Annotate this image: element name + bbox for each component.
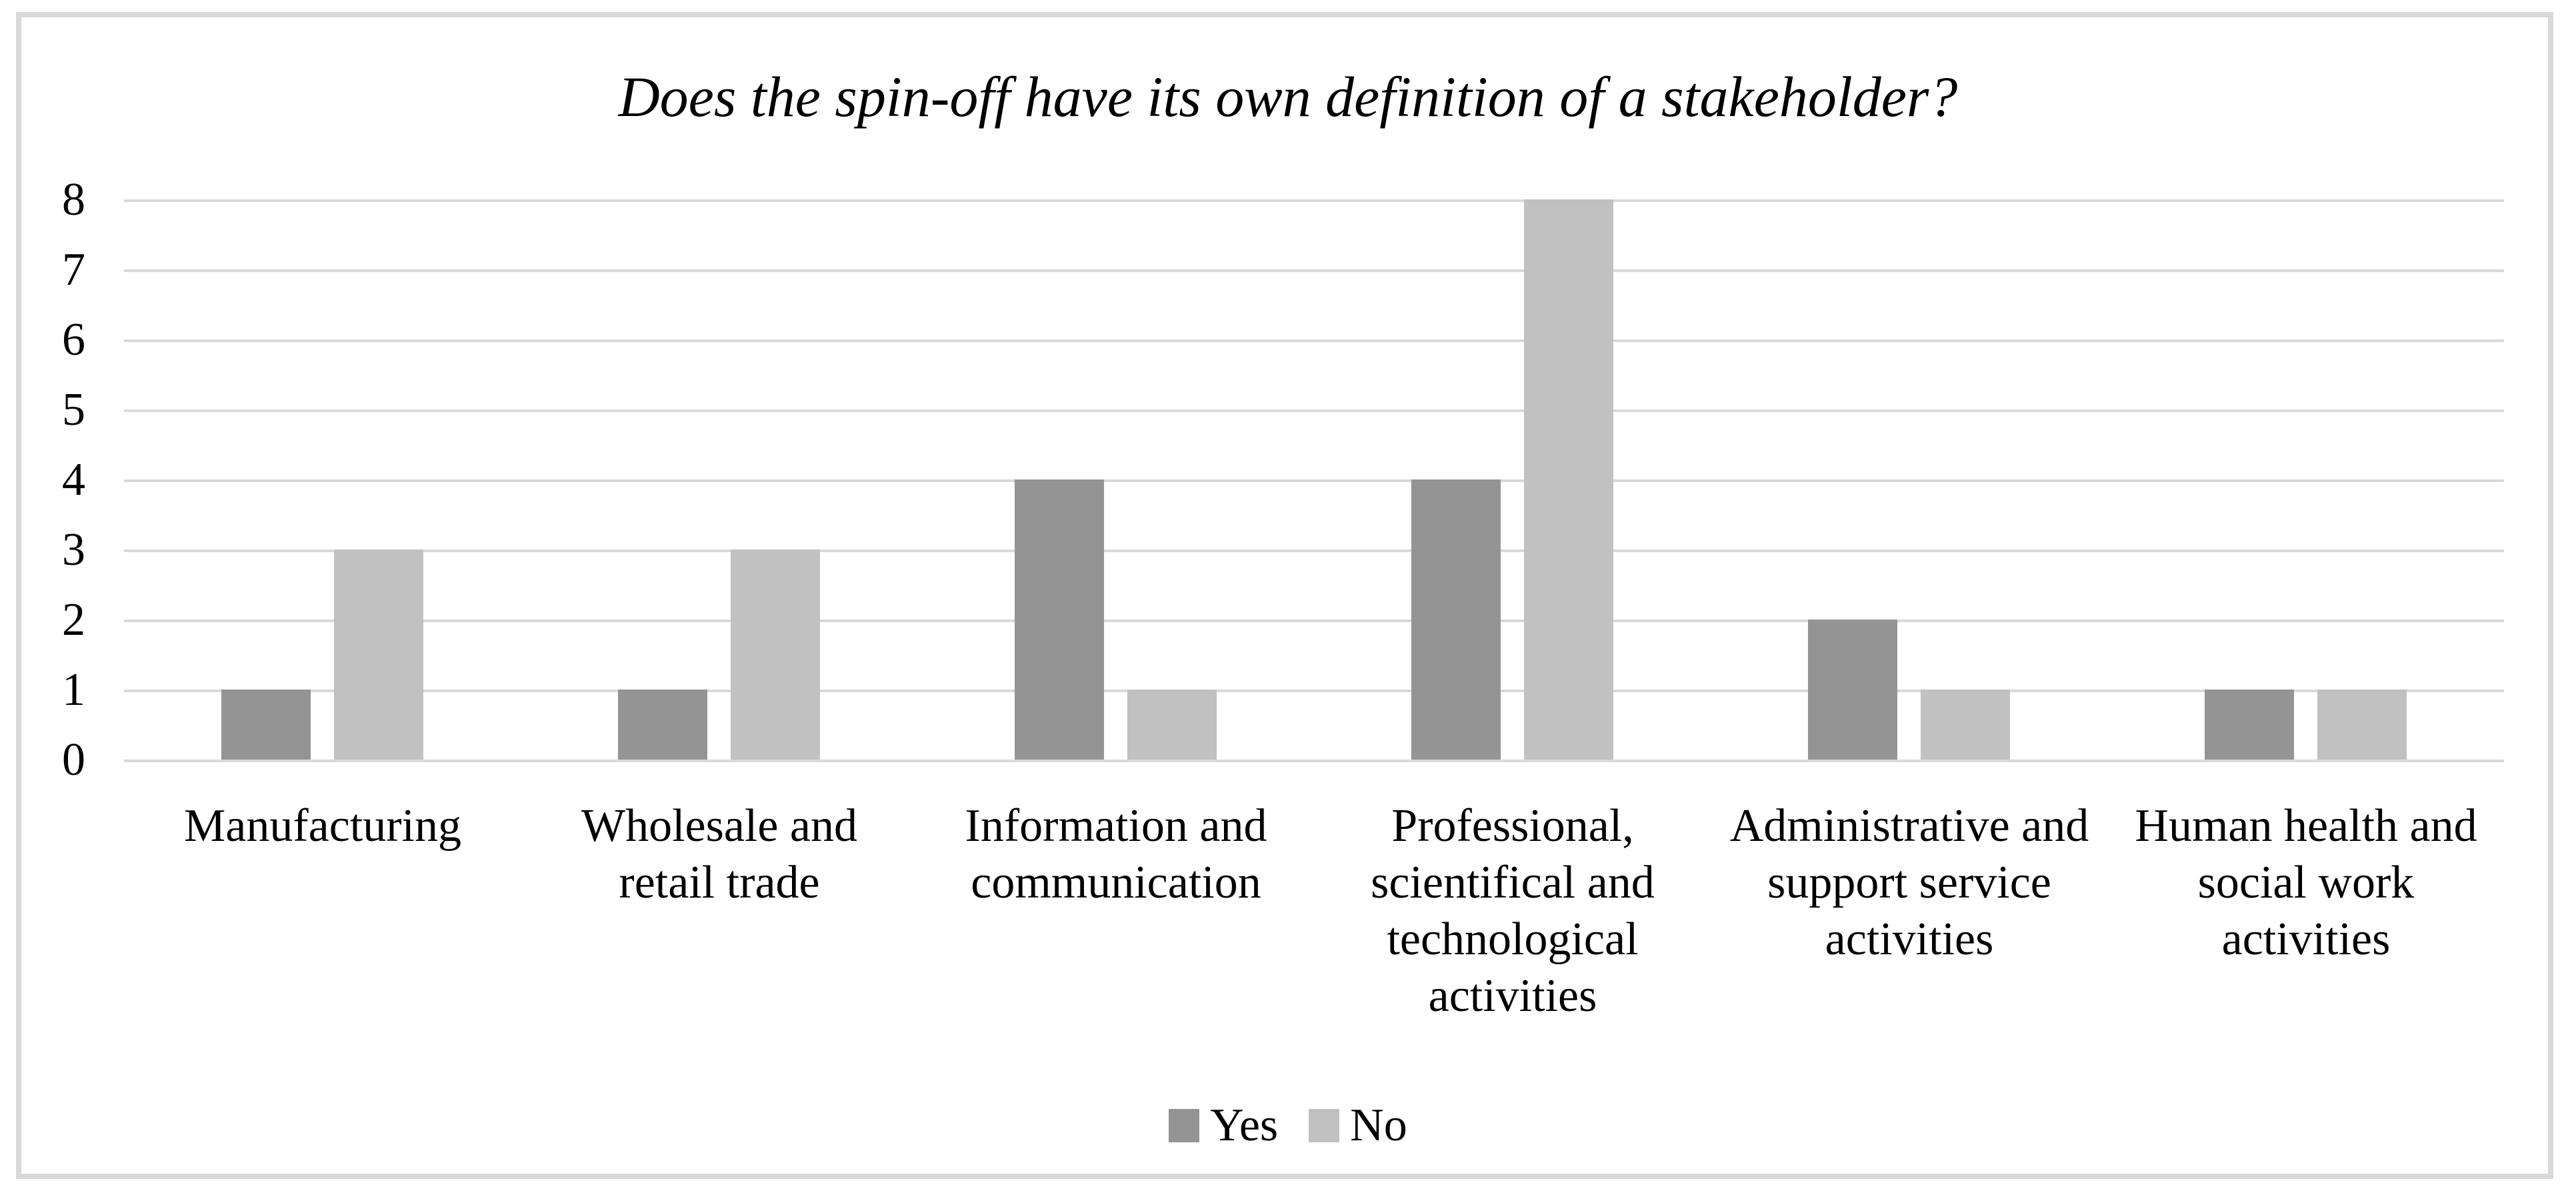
bar-no (334, 549, 423, 760)
bar-no (731, 549, 820, 760)
gridline (124, 199, 2504, 202)
chart-border-frame (16, 12, 2553, 1179)
gridline (124, 409, 2504, 412)
gridline-baseline (124, 760, 2504, 762)
bar-no (1524, 199, 1613, 760)
bar-no (1921, 690, 2010, 760)
bar-no (2317, 690, 2407, 760)
gridline (124, 479, 2504, 482)
x-axis-category-label: Administrative and support service activ… (1729, 800, 2089, 965)
legend-swatch-no (1309, 1109, 1340, 1142)
gridline (124, 690, 2504, 692)
y-axis-tick-label: 0 (62, 734, 85, 786)
y-axis-tick-label: 5 (62, 384, 85, 435)
x-axis-category-label: Human health and social work activities (2135, 800, 2477, 965)
y-axis-tick-label: 4 (62, 454, 85, 505)
bar-yes (221, 690, 311, 760)
gridline (124, 339, 2504, 342)
legend-swatch-yes (1169, 1109, 1200, 1142)
bar-yes (2205, 690, 2294, 760)
bar-yes (1808, 620, 1897, 760)
y-axis-tick-label: 8 (62, 174, 85, 225)
gridline (124, 269, 2504, 272)
bar-yes (1411, 479, 1501, 760)
x-axis-category-label: Professional, scientifical and technolog… (1371, 800, 1655, 1022)
x-axis-category-label: Manufacturing (184, 800, 461, 852)
bar-yes (1015, 479, 1104, 760)
y-axis-tick-label: 7 (62, 244, 85, 295)
plot-area (124, 199, 2504, 762)
y-axis-tick-label: 1 (62, 664, 85, 716)
gridline (124, 549, 2504, 552)
legend-item-no: No (1309, 1100, 1407, 1151)
x-axis-category-label: Wholesale and retail trade (581, 800, 857, 908)
legend-label-yes: Yes (1210, 1100, 1279, 1151)
legend: Yes No (0, 1100, 2576, 1151)
legend-label-no: No (1350, 1100, 1407, 1151)
chart-title: Does the spin-off have its own definitio… (618, 65, 1958, 129)
y-axis-tick-label: 2 (62, 594, 85, 646)
gridline (124, 620, 2504, 622)
bar-yes (618, 690, 707, 760)
y-axis-tick-label: 6 (62, 314, 85, 365)
bar-no (1127, 690, 1217, 760)
y-axis-tick-label: 3 (62, 524, 85, 575)
legend-item-yes: Yes (1169, 1100, 1278, 1151)
x-axis-category-label: Information and communication (965, 800, 1267, 908)
